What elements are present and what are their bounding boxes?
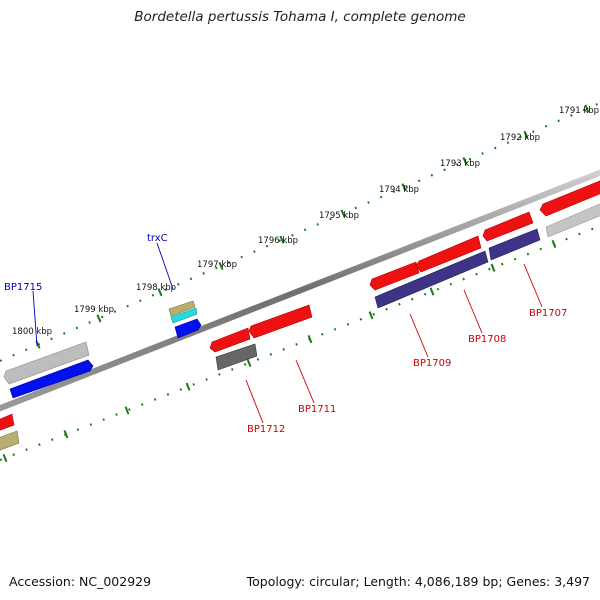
gene-label-bp1707[interactable]: BP1707	[529, 308, 567, 319]
gene-blue-left[interactable]	[9, 359, 94, 399]
major-tick	[246, 358, 252, 367]
major-tick	[368, 311, 374, 320]
callout-bp1707	[523, 263, 543, 308]
major-tick	[340, 209, 346, 218]
callout-bp1715	[32, 290, 38, 347]
major-tick	[218, 261, 224, 271]
major-tick	[185, 382, 191, 391]
major-tick	[551, 239, 557, 249]
tick-label-1795: 1795 kbp	[319, 211, 359, 221]
genome-summary-text: Topology: circular; Length: 4,086,189 bp…	[246, 574, 590, 589]
major-tick	[157, 288, 163, 297]
gene-bp1707[interactable]	[482, 211, 534, 242]
gene-red-right[interactable]	[539, 180, 600, 217]
tick-label-1799: 1799 kbp	[74, 305, 114, 315]
tick-label-1791: 1791 kbp	[559, 106, 599, 116]
tick-label-1794: 1794 kbp	[379, 185, 419, 195]
gene-bp1708[interactable]	[488, 228, 541, 261]
tick-label-1796: 1796 kbp	[258, 236, 298, 246]
gene-blue-trxc[interactable]	[174, 318, 202, 339]
major-tick	[401, 183, 407, 192]
major-tick	[307, 335, 313, 344]
gene-bp1712[interactable]	[215, 343, 258, 371]
tick-label-1793: 1793 kbp	[440, 159, 480, 169]
gene-grey-right[interactable]	[545, 203, 600, 238]
major-tick	[490, 263, 496, 272]
genome-backbone	[0, 169, 600, 412]
gene-label-bp1709[interactable]: BP1709	[413, 358, 451, 369]
major-tick	[96, 314, 102, 323]
tick-label-1800: 1800 kbp	[12, 327, 52, 337]
gene-label-bp1711[interactable]: BP1711	[298, 404, 336, 415]
gene-bp1711[interactable]	[248, 304, 313, 339]
scale-dotted-line-lower	[0, 224, 600, 462]
tick-label-1797: 1797 kbp	[197, 260, 237, 270]
major-ticks-upper	[35, 104, 590, 349]
gene-label-bp1712[interactable]: BP1712	[247, 424, 285, 435]
callout-bp1708	[463, 289, 483, 334]
major-tick	[2, 453, 8, 463]
gene-label-trxc[interactable]: trxC	[147, 233, 168, 244]
major-ticks-lower	[2, 239, 557, 463]
callout-bp1712	[245, 379, 264, 424]
tick-label-1792: 1792 kbp	[500, 133, 540, 143]
map-title: Bordetella pertussis Tohama I, complete …	[134, 9, 466, 25]
gene-bp1709[interactable]	[374, 250, 489, 309]
gene-bp1715[interactable]	[3, 341, 90, 385]
major-tick	[523, 130, 529, 139]
callout-bp1711	[295, 359, 315, 404]
callout-trxc	[156, 242, 174, 290]
tick-label-1798: 1798 kbp	[136, 283, 176, 293]
callout-bp1709	[409, 313, 429, 358]
major-tick	[429, 287, 435, 296]
gene-bp1709-red[interactable]	[369, 261, 420, 291]
major-tick	[63, 430, 69, 439]
major-tick	[279, 235, 285, 244]
gene-bp1708-red[interactable]	[415, 235, 482, 273]
major-tick	[124, 406, 130, 415]
gene-red-lower-left[interactable]	[0, 413, 15, 431]
gene-bp1712-red[interactable]	[209, 327, 251, 353]
accession-text: Accession: NC_002929	[9, 574, 152, 589]
gene-trxc-olive[interactable]	[168, 300, 196, 317]
gene-olive-lower-left[interactable]	[0, 430, 20, 451]
gene-trxc[interactable]	[170, 307, 198, 324]
gene-label-bp1715[interactable]: BP1715	[4, 282, 42, 293]
gene-label-bp1708[interactable]: BP1708	[468, 334, 506, 345]
major-tick	[584, 104, 590, 113]
major-tick	[462, 156, 468, 166]
